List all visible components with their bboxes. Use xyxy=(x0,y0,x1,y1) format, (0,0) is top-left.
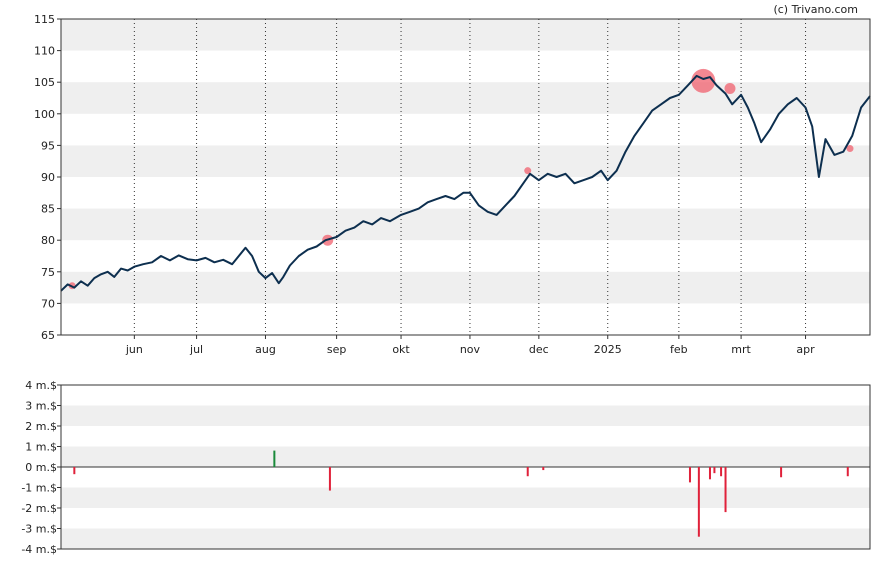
grid-band xyxy=(61,446,870,467)
y-tick-label: 100 xyxy=(34,108,55,121)
price-chart: 65 70 75 80 85 90 95 100 105 110 115 jun jul aug sep ok… xyxy=(34,13,871,356)
credit-text: (c) Trivano.com xyxy=(773,3,858,16)
y-tick-label: -1 m.$ xyxy=(21,482,57,495)
transaction-bar xyxy=(328,467,331,491)
y-tick-label: 80 xyxy=(41,234,55,247)
trade-marker xyxy=(524,167,532,175)
y-tick-label: -2 m.$ xyxy=(21,502,57,515)
grid-band xyxy=(61,487,870,508)
price-frame xyxy=(60,18,871,336)
y-tick-label: 2 m.$ xyxy=(25,420,57,433)
trade-marker xyxy=(691,68,716,93)
transaction-bar xyxy=(697,467,700,537)
transaction-bar xyxy=(708,467,711,480)
grid-band xyxy=(61,528,870,549)
x-tick-label: aug xyxy=(255,343,276,356)
x-tick-label: nov xyxy=(460,343,481,356)
y-tick-label: 70 xyxy=(41,297,55,310)
transaction-bar xyxy=(713,467,716,474)
grid-band xyxy=(61,271,870,304)
y-tick-label: 1 m.$ xyxy=(25,441,57,454)
transaction-bar xyxy=(73,467,76,475)
trade-marker xyxy=(846,145,854,153)
x-tick-label: 2025 xyxy=(594,343,622,356)
y-tick-label: -4 m.$ xyxy=(21,543,57,556)
x-tick-label: jul xyxy=(189,343,203,356)
y-tick-label: 4 m.$ xyxy=(25,379,57,392)
transaction-bar xyxy=(688,467,691,483)
x-tick-label: mrt xyxy=(731,343,751,356)
transaction-bar xyxy=(720,467,723,477)
y-tick-label: 105 xyxy=(34,76,55,89)
y-tick-label: 3 m.$ xyxy=(25,400,57,413)
transaction-bar xyxy=(724,467,727,513)
transaction-bar xyxy=(526,467,529,477)
grid-band xyxy=(61,145,870,177)
y-tick-label: 110 xyxy=(34,45,55,58)
x-tick-label: dec xyxy=(529,343,549,356)
y-tick-label: 75 xyxy=(41,266,55,279)
transaction-bar xyxy=(846,467,849,477)
x-tick-label: jun xyxy=(125,343,143,356)
y-tick-label: -3 m.$ xyxy=(21,523,57,536)
x-tick-label: feb xyxy=(670,343,688,356)
x-tick-label: okt xyxy=(392,343,410,356)
transaction-bar xyxy=(542,467,545,471)
trade-marker xyxy=(724,83,736,95)
transaction-chart: 4 m.$ 3 m.$ 2 m.$ 1 m.$ 0 m.$ -1 m.$ -2 m.$ -3 … xyxy=(21,379,871,556)
y-tick-label: 65 xyxy=(41,329,55,342)
y-tick-label: 90 xyxy=(41,171,55,184)
y-tick-label: 115 xyxy=(34,13,55,26)
grid-band xyxy=(61,208,870,241)
grid-band xyxy=(61,19,870,51)
y-tick-label: 95 xyxy=(41,139,55,152)
grid-band xyxy=(61,405,870,426)
transaction-bar xyxy=(273,450,276,467)
volume-frame xyxy=(60,384,871,550)
x-tick-label: apr xyxy=(796,343,815,356)
price-line xyxy=(60,74,871,292)
y-tick-label: 0 m.$ xyxy=(25,461,57,474)
transaction-bar xyxy=(780,467,783,478)
y-tick-label: 85 xyxy=(41,203,55,216)
x-tick-label: sep xyxy=(327,343,346,356)
